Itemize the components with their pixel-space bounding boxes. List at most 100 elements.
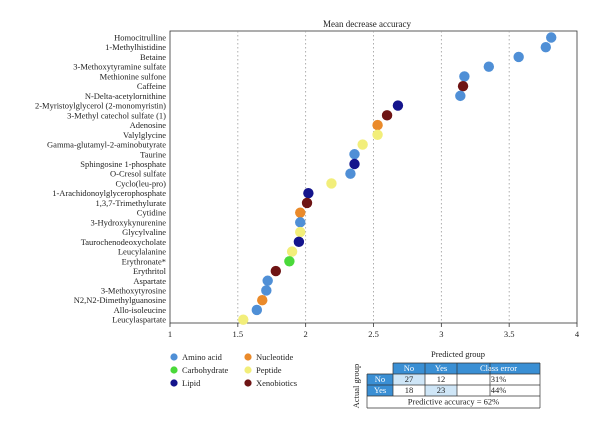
- data-point: [345, 168, 356, 179]
- data-point: [286, 246, 298, 257]
- data-point: [546, 32, 557, 43]
- y-tick-label: Betaine: [140, 52, 166, 62]
- legend-label: Nucleotide: [256, 352, 294, 362]
- legend-label: Peptide: [256, 365, 282, 375]
- data-point: [251, 304, 263, 316]
- y-tick-label: O-Cresol sulfate: [110, 169, 166, 179]
- table-cell: 12: [437, 374, 446, 384]
- data-point: [455, 90, 466, 102]
- data-point: [357, 139, 368, 150]
- y-tick-label: Erythronate*: [122, 256, 166, 266]
- data-point: [392, 100, 404, 111]
- data-point: [238, 314, 249, 325]
- legend-label: Carbohydrate: [182, 365, 228, 375]
- data-point: [326, 178, 337, 189]
- y-tick-label: Gamma-glutamyl-2-aminobutyrate: [47, 140, 166, 150]
- y-tick-label: Methionine sulfone: [100, 71, 167, 81]
- y-tick-label: 2-Myristoylglycerol (2-monomyristin): [35, 101, 166, 111]
- data-point: [262, 275, 273, 286]
- data-point: [540, 42, 551, 53]
- legend-marker: [244, 366, 252, 374]
- y-tick-label: 3-Methoxytyrosine: [101, 285, 166, 295]
- y-tick-label: Caffeine: [137, 81, 166, 91]
- data-point: [372, 119, 383, 131]
- legend-label: Amino acid: [182, 352, 223, 362]
- data-point: [270, 265, 282, 277]
- table-row-label: No: [375, 374, 385, 384]
- data-point: [295, 217, 306, 228]
- data-point: [284, 256, 295, 267]
- data-point: [303, 187, 314, 199]
- y-tick-label: Aspartate: [133, 276, 166, 286]
- table-cell: 23: [437, 385, 446, 395]
- y-tick-label: Taurine: [140, 149, 166, 159]
- x-tick-label: 3: [439, 329, 443, 339]
- table-title: Predicted group: [431, 349, 485, 359]
- y-tick-label: Cyclo(leu-pro): [115, 178, 166, 188]
- y-tick-label: N2,N2-Dimethylguanosine: [74, 295, 167, 305]
- y-tick-label: 1,3,7-Trimethylurate: [95, 198, 166, 208]
- data-point: [293, 236, 305, 248]
- legend-marker: [170, 379, 178, 387]
- table-cell-highlight: [425, 385, 457, 396]
- data-point: [459, 71, 470, 82]
- data-point: [372, 129, 383, 140]
- y-tick-label: Allo-isoleucine: [114, 305, 167, 315]
- y-tick-label: Erythritol: [133, 266, 167, 276]
- x-tick-label: 4: [575, 329, 580, 339]
- table-header-bg: [393, 363, 540, 374]
- y-tick-label: 3-Hydroxykynurenine: [90, 217, 166, 227]
- y-tick-label: 1-Methylhistidine: [105, 42, 166, 52]
- table-cell: 27: [405, 374, 414, 384]
- x-tick-label: 3.5: [504, 329, 515, 339]
- legend-marker: [244, 379, 252, 387]
- y-tick-label: 3-Methyl catechol sulfate (1): [67, 110, 166, 120]
- table-cell: 44%: [491, 385, 507, 395]
- legend-marker: [170, 353, 178, 361]
- y-tick-label: Cytidine: [137, 208, 167, 218]
- chart-title: Mean decrease accuracy: [323, 19, 411, 29]
- y-tick-label: Sphingosine 1-phosphate: [80, 159, 166, 169]
- table-cell-highlight: [393, 374, 425, 385]
- x-tick-label: 1.5: [233, 329, 244, 339]
- data-point: [295, 226, 306, 238]
- data-point: [301, 197, 313, 209]
- data-points: [238, 32, 557, 325]
- y-tick-label: Valylglycine: [123, 130, 166, 140]
- data-point: [381, 110, 393, 121]
- y-tick-label: Leucylalanine: [118, 247, 166, 257]
- table-header: Class error: [480, 363, 517, 373]
- data-point: [349, 158, 360, 170]
- y-tick-label: Adenosine: [130, 120, 167, 130]
- table-row-label: Yes: [374, 385, 386, 395]
- y-axis-labels: Homocitrulline1-MethylhistidineBetaine3-…: [35, 33, 167, 325]
- legend-marker: [244, 353, 252, 361]
- data-point: [349, 149, 360, 160]
- x-axis: 1 1.5 2 2.5 3 3.5 4: [168, 323, 580, 339]
- y-tick-label: Leucylaspartate: [112, 315, 166, 325]
- grid-lines: [237, 31, 510, 323]
- row-axis-label: Actual group: [351, 364, 361, 409]
- x-tick-label: 1: [168, 329, 172, 339]
- table-footer: Predictive accuracy = 62%: [408, 397, 499, 407]
- y-tick-label: 1-Arachidonoylglycerophosphate: [52, 188, 166, 198]
- table-header: Yes: [435, 363, 447, 373]
- legend-marker: [170, 366, 178, 374]
- data-point: [457, 80, 469, 92]
- legend-label: Lipid: [182, 378, 201, 388]
- table-header: No: [404, 363, 414, 373]
- data-point: [257, 295, 268, 306]
- y-tick-label: Taurochenodeoxycholate: [81, 237, 167, 247]
- y-tick-label: 3-Methoxytyramine sulfate: [73, 62, 166, 72]
- y-tick-label: Homocitrulline: [114, 33, 166, 43]
- y-tick-label: Glycylvaline: [122, 227, 166, 237]
- data-point: [513, 51, 524, 63]
- y-tick-label: N-Delta-acetylornithine: [85, 91, 166, 101]
- table-cell: 18: [405, 385, 414, 395]
- data-point: [261, 285, 272, 296]
- legend: Amino acid Carbohydrate Lipid Nucleotide Pep…: [170, 352, 297, 388]
- data-point: [483, 61, 495, 72]
- data-point: [295, 207, 306, 218]
